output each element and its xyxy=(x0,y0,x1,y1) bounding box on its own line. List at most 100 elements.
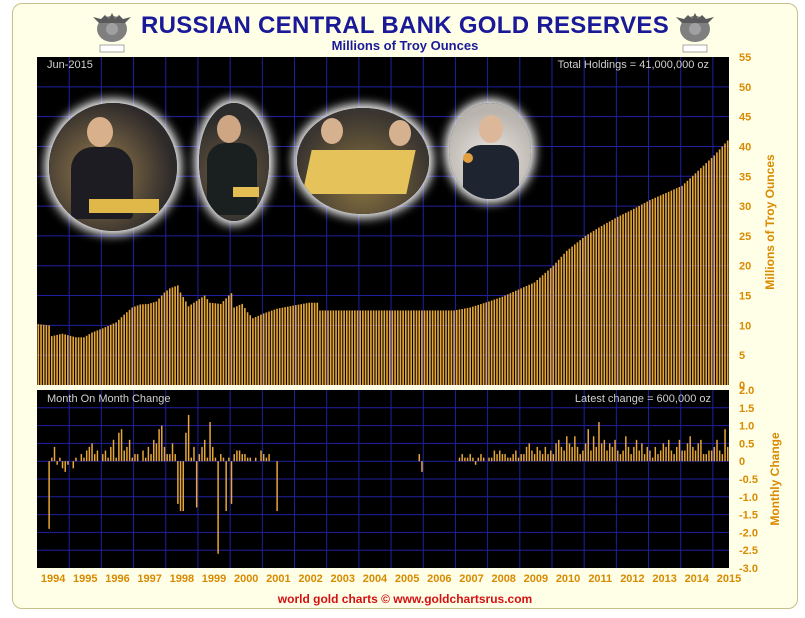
holdings-bar xyxy=(367,310,370,385)
change-bar xyxy=(504,454,506,462)
holdings-bar xyxy=(354,310,356,385)
holdings-y-tick-label: 30 xyxy=(739,201,751,213)
holdings-bar xyxy=(547,270,549,385)
change-bar xyxy=(249,457,252,462)
change-bar xyxy=(85,450,88,462)
holdings-bar xyxy=(622,214,624,385)
holdings-y-tick-label: 45 xyxy=(739,112,751,124)
change-y-tick-label: -0.5 xyxy=(739,474,758,486)
change-bar xyxy=(102,454,104,462)
holdings-bar xyxy=(174,286,176,385)
holdings-bar xyxy=(64,334,66,385)
holdings-bar xyxy=(520,288,522,385)
change-bar xyxy=(665,446,667,462)
holdings-y-ticks: 0 5 10 15 20 25 30 35 40 45 50 55 xyxy=(739,52,751,392)
holdings-y-tick-label: 40 xyxy=(739,141,751,153)
change-bar xyxy=(692,446,694,462)
change-bar xyxy=(547,454,549,462)
holdings-bar xyxy=(147,303,150,385)
change-bar xyxy=(625,436,627,462)
change-bar xyxy=(112,439,115,462)
holdings-bar xyxy=(42,324,45,385)
holdings-bar xyxy=(635,207,638,385)
holdings-bar xyxy=(531,283,533,385)
change-bar xyxy=(697,443,699,462)
x-tick-label: 2009 xyxy=(524,573,548,585)
change-bar xyxy=(499,450,501,462)
change-bar xyxy=(684,450,686,462)
holdings-bar xyxy=(670,190,673,385)
change-bar xyxy=(571,446,573,462)
holdings-bar xyxy=(458,309,461,385)
change-bar xyxy=(600,443,603,462)
holdings-bar xyxy=(380,310,383,385)
holdings-bar xyxy=(611,219,614,385)
officials-with-gold-bars-photo xyxy=(49,103,177,231)
change-bar xyxy=(56,461,58,465)
change-bar xyxy=(724,429,726,462)
holdings-bar xyxy=(241,303,243,385)
change-bar xyxy=(598,422,600,462)
holdings-bar xyxy=(203,295,206,385)
x-tick-label: 1995 xyxy=(73,573,97,585)
change-bar xyxy=(201,446,203,462)
holdings-bar xyxy=(512,291,514,385)
change-bar xyxy=(464,457,466,462)
holdings-bar xyxy=(142,304,144,385)
change-bar xyxy=(104,450,107,462)
change-bar xyxy=(533,454,536,462)
change-bar xyxy=(590,450,592,462)
change-bar xyxy=(606,450,608,462)
change-bar xyxy=(566,436,568,462)
change-bar xyxy=(643,454,646,462)
change-bar xyxy=(241,454,243,462)
change-bar xyxy=(193,446,195,462)
holdings-bar xyxy=(321,310,324,385)
holdings-bar xyxy=(123,314,125,385)
holdings-bar xyxy=(50,336,53,385)
x-tick-label: 2013 xyxy=(652,573,676,585)
holdings-bar xyxy=(517,289,520,385)
latest-change-label: Latest change = 600,000 oz xyxy=(575,393,711,405)
holdings-bar xyxy=(654,197,657,385)
holdings-bar xyxy=(493,299,496,385)
holdings-bar xyxy=(303,303,305,385)
holdings-bar xyxy=(332,310,335,385)
x-tick-label: 1997 xyxy=(137,573,161,585)
holdings-bar xyxy=(316,302,319,385)
x-tick-label: 2006 xyxy=(427,573,451,585)
change-bar xyxy=(694,450,697,462)
holdings-y-tick-label: 25 xyxy=(739,231,751,243)
change-bar xyxy=(182,461,184,512)
holdings-bar xyxy=(249,315,252,385)
holdings-bar xyxy=(616,216,619,385)
change-y-tick-label: -2.0 xyxy=(739,527,758,539)
holdings-y-tick-label: 15 xyxy=(739,291,751,303)
change-bar xyxy=(142,450,144,462)
change-bar xyxy=(713,446,716,462)
holdings-y-tick-label: 10 xyxy=(739,320,751,332)
holdings-bar xyxy=(584,235,587,385)
holdings-bar xyxy=(370,310,372,385)
holdings-bar xyxy=(598,227,600,385)
holdings-bar xyxy=(565,250,568,385)
holdings-bar xyxy=(592,230,595,385)
chart-title: RUSSIAN CENTRAL BANK GOLD RESERVES xyxy=(140,12,670,39)
holdings-bar xyxy=(434,310,437,385)
change-bar xyxy=(558,439,560,462)
change-bar xyxy=(488,457,490,462)
holdings-bar xyxy=(407,310,410,385)
change-bar xyxy=(622,450,624,462)
change-y-tick-label: 1.0 xyxy=(739,421,754,433)
change-bar xyxy=(179,461,182,512)
holdings-bar xyxy=(404,310,407,385)
change-bar xyxy=(633,446,635,462)
holdings-bar xyxy=(83,337,85,385)
holdings-bar xyxy=(726,140,729,385)
holdings-bar xyxy=(450,310,453,385)
change-bar xyxy=(126,446,128,462)
holdings-bar xyxy=(683,183,686,385)
change-bar xyxy=(118,432,120,462)
holdings-bar xyxy=(265,312,268,385)
holdings-bar xyxy=(700,168,702,385)
